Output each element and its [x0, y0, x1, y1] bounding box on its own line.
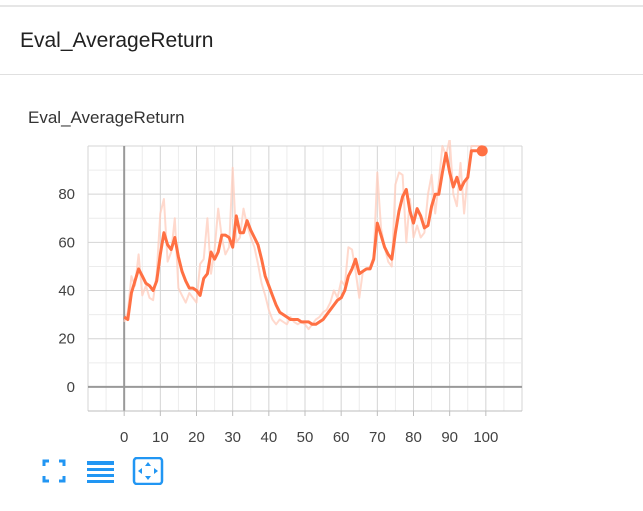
y-tick-label: 20	[58, 331, 75, 348]
x-tick-label: 70	[369, 429, 386, 446]
axes	[88, 146, 522, 416]
smoothed-series-line	[123, 149, 483, 326]
x-tick-label: 50	[297, 429, 314, 446]
top-divider	[0, 5, 643, 7]
x-tick-label: 40	[260, 429, 277, 446]
tick-labels: 0 10 20 30 40 50 60 70 80 90 100 0 20 40 60 80	[58, 186, 498, 446]
x-tick-label: 0	[120, 429, 128, 446]
x-tick-label: 20	[188, 429, 205, 446]
x-tick-label: 60	[333, 429, 350, 446]
expand-button[interactable]	[40, 457, 68, 485]
fit-domain-button[interactable]	[132, 456, 164, 486]
fit-domain-icon	[132, 456, 164, 486]
grid	[87, 145, 523, 412]
series-group	[123, 140, 483, 331]
x-tick-label: 90	[441, 429, 458, 446]
y-tick-label: 80	[58, 186, 75, 203]
fullscreen-icon	[42, 459, 66, 483]
y-tick-label: 40	[58, 283, 75, 300]
list-icon	[87, 461, 114, 483]
raw-series-line	[123, 140, 483, 331]
y-tick-label: 60	[58, 234, 75, 251]
toggle-log-button[interactable]	[86, 457, 114, 485]
card-header[interactable]: Eval_AverageReturn	[0, 7, 643, 75]
x-tick-label: 30	[224, 429, 241, 446]
x-tick-label: 80	[405, 429, 422, 446]
series-layer	[123, 140, 488, 331]
x-tick-label: 100	[473, 429, 498, 446]
card-title: Eval_AverageReturn	[20, 29, 214, 52]
last-point-marker	[476, 145, 488, 157]
y-tick-label: 0	[67, 379, 75, 396]
chart-title: Eval_AverageReturn	[28, 108, 185, 127]
x-tick-label: 10	[152, 429, 169, 446]
